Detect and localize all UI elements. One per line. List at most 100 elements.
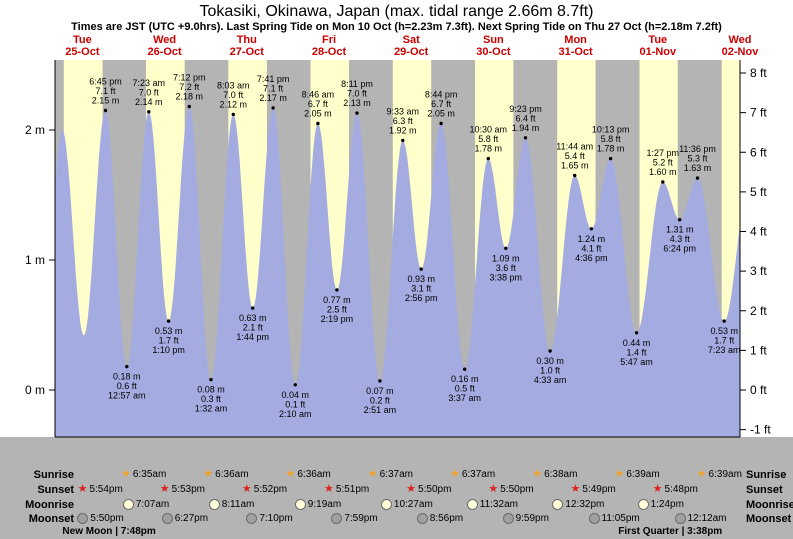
tide-extreme-dot: [695, 176, 700, 180]
tide-extreme-dot: [166, 319, 171, 323]
right-axis-label: 5 ft: [750, 185, 767, 199]
high-tide-label: 7.0 ft: [347, 89, 368, 99]
low-tide-label: 1.7 ft: [714, 336, 735, 346]
high-tide-label: 1.60 m: [649, 167, 677, 177]
high-tide-label: 7:12 pm: [173, 73, 206, 83]
low-tide-label: 4.1 ft: [581, 243, 602, 253]
right-axis-label: 7 ft: [750, 106, 767, 120]
low-tide-label: 0.3 ft: [201, 394, 222, 404]
low-tide-label: 0.04 m: [282, 390, 310, 400]
tide-extreme-dot: [463, 367, 467, 371]
low-tide-label: 1.0 ft: [540, 366, 561, 376]
day-name: Fri: [321, 34, 337, 46]
low-tide-label: 1.24 m: [578, 234, 606, 244]
low-tide-label: 0.44 m: [623, 338, 651, 348]
high-tide-label: 1.63 m: [684, 163, 712, 173]
day-label: Wed 02-Nov: [699, 34, 781, 58]
high-tide-label: 8:44 pm: [425, 90, 458, 100]
day-date: 30-Oct: [476, 46, 511, 58]
high-tide-label: 2.14 m: [135, 97, 163, 107]
high-tide-label: 1:27 pm: [647, 148, 680, 158]
tide-extreme-dot: [378, 379, 382, 383]
high-tide-label: 5.4 ft: [565, 151, 586, 161]
tide-curve: [55, 106, 740, 437]
day-date: 01-Nov: [639, 46, 677, 58]
low-tide-label: 0.77 m: [323, 295, 351, 305]
low-tide-label: 1.7 ft: [159, 336, 180, 346]
day-label: Tue 25-Oct: [41, 34, 123, 58]
tide-extreme-dot: [209, 377, 213, 382]
tide-extreme-dot: [293, 383, 297, 387]
low-tide-label: 1.31 m: [666, 225, 694, 235]
low-tide-label: 0.08 m: [197, 385, 225, 395]
high-tide-label: 9:33 am: [387, 106, 420, 116]
low-tide-label: 3.1 ft: [411, 284, 432, 294]
low-tide-label: 2:10 am: [279, 409, 312, 419]
day-label: Thu 27-Oct: [206, 34, 288, 58]
tide-extreme-dot: [251, 306, 255, 310]
tide-extreme-dot: [722, 319, 726, 323]
high-tide-label: 1.78 m: [597, 144, 625, 154]
high-tide-label: 7:23 am: [133, 78, 166, 88]
low-tide-label: 4:36 pm: [575, 253, 608, 263]
high-tide-label: 6.7 ft: [431, 99, 452, 109]
right-axis-label: 0 ft: [750, 383, 767, 397]
tide-extreme-dot: [608, 156, 613, 161]
tide-extreme-dot: [187, 104, 191, 109]
right-axis-label: 2 ft: [750, 304, 767, 318]
high-tide-label: 2.15 m: [92, 96, 120, 106]
high-tide-label: 7.1 ft: [263, 83, 284, 93]
low-tide-label: 1:32 am: [195, 404, 228, 414]
day-label: Tue 01-Nov: [617, 34, 699, 58]
low-tide-label: 0.6 ft: [117, 381, 138, 391]
high-tide-label: 6.3 ft: [393, 116, 414, 126]
right-axis-label: 4 ft: [750, 225, 767, 239]
left-axis-label: 2 m: [25, 123, 45, 137]
low-tide-label: 2:19 pm: [321, 314, 354, 324]
tide-extreme-dot: [147, 110, 151, 114]
high-tide-label: 7.0 ft: [223, 90, 244, 100]
high-tide-label: 1.65 m: [561, 161, 589, 171]
day-name: Mon: [564, 34, 587, 46]
high-tide-label: 9:23 pm: [509, 104, 542, 114]
sun-moon-panel-bg: [0, 437, 793, 539]
low-tide-label: 12:57 am: [108, 391, 146, 401]
low-tide-label: 1.09 m: [492, 253, 520, 263]
low-tide-label: 0.53 m: [710, 326, 738, 336]
low-tide-label: 1:10 pm: [152, 345, 185, 355]
tide-extreme-dot: [316, 121, 320, 126]
high-tide-label: 5.8 ft: [478, 134, 499, 144]
low-tide-label: 0.93 m: [407, 274, 435, 284]
high-tide-label: 2.05 m: [427, 109, 455, 119]
high-tide-label: 5.3 ft: [687, 154, 708, 164]
high-tide-label: 8:03 am: [217, 80, 250, 90]
low-tide-label: 0.07 m: [366, 386, 394, 396]
day-label: Wed 26-Oct: [124, 34, 206, 58]
tide-extreme-dot: [103, 108, 108, 113]
right-axis-label: 1 ft: [750, 343, 767, 357]
tide-extreme-dot: [523, 136, 528, 140]
high-tide-label: 1.92 m: [389, 125, 417, 135]
low-tide-label: 0.16 m: [451, 374, 479, 384]
low-tide-label: 0.18 m: [113, 372, 141, 382]
day-name: Tue: [648, 34, 668, 46]
tide-extreme-dot: [678, 218, 682, 222]
tide-extreme-dot: [661, 180, 665, 184]
low-tide-label: 2:51 am: [364, 405, 397, 415]
high-tide-label: 10:30 am: [470, 125, 508, 135]
high-tide-label: 2.13 m: [343, 98, 371, 108]
low-tide-label: 1.4 ft: [626, 347, 647, 357]
right-axis-label: -1 ft: [750, 423, 771, 437]
day-name: Wed: [153, 34, 177, 46]
tide-extreme-dot: [419, 267, 423, 271]
high-tide-label: 2.12 m: [220, 99, 248, 109]
low-tide-label: 0.53 m: [155, 326, 183, 336]
low-tide-label: 5:47 am: [620, 357, 653, 367]
day-name: Tue: [73, 34, 92, 46]
tide-extreme-dot: [548, 349, 552, 353]
low-tide-label: 2.5 ft: [327, 304, 348, 314]
low-tide-label: 3.6 ft: [496, 263, 517, 273]
day-name: Thu: [236, 34, 257, 46]
